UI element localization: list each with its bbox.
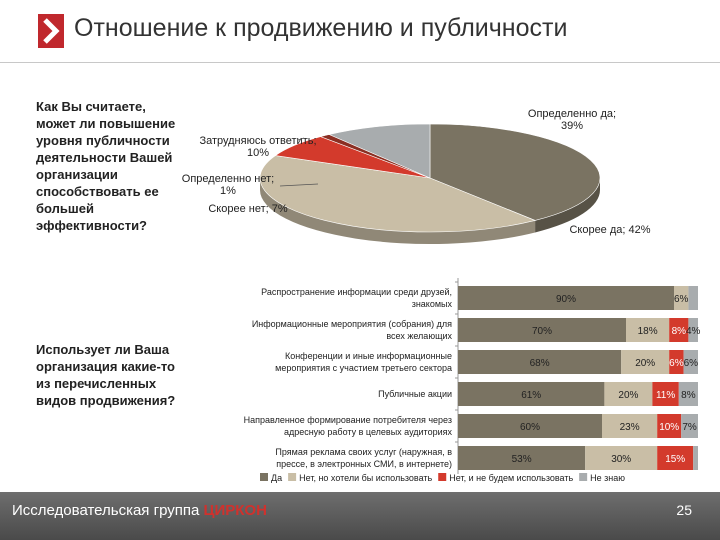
pie-slice-side — [260, 178, 536, 245]
stacked-bar-chart: Распространение информации среди друзей,… — [244, 278, 701, 483]
pie-slice-5 — [328, 123, 431, 179]
pie-leader-line — [297, 137, 305, 141]
bar-segment — [688, 286, 698, 310]
legend-item: Нет, и не будем использовать — [449, 473, 573, 483]
bar-value-label: 30% — [611, 454, 631, 465]
page-number: 25 — [676, 502, 692, 518]
bar-value-label: 20% — [618, 390, 638, 401]
bar-value-label: 90% — [556, 294, 576, 305]
pie-label-2: Скорее да; 42% — [569, 224, 650, 236]
bar-value-label: 70% — [532, 326, 552, 337]
chevron-right-icon — [38, 14, 64, 48]
bar-segment — [602, 414, 658, 438]
category-label: Информационные мероприятия (собрания) дл… — [252, 319, 453, 341]
category-label: Направленное формирование потребителя че… — [244, 415, 453, 437]
bar-value-label: 10% — [659, 422, 679, 433]
bar-segment — [683, 350, 698, 374]
question-2: Использует ли Ваша организация какие-то … — [36, 342, 176, 408]
bar-segment — [585, 446, 658, 470]
pie-label-3: Скорее нет; 7% — [208, 203, 288, 215]
bar-value-label: 11% — [656, 390, 675, 401]
bar-segment — [669, 318, 689, 342]
bar-value-label: 61% — [521, 390, 541, 401]
bar-segment — [657, 414, 682, 438]
bar-segment — [458, 414, 602, 438]
legend-swatch — [260, 473, 268, 481]
bar-value-label: 6% — [674, 294, 689, 305]
legend-item: Нет, но хотели бы использовать — [299, 473, 432, 483]
bar-segment — [681, 414, 698, 438]
bar-segment — [458, 382, 605, 406]
pie-slice-1 — [429, 123, 601, 221]
bar-segment — [626, 318, 670, 342]
pie-slice-side — [535, 178, 600, 233]
bar-value-label: 7% — [682, 422, 697, 433]
bar-segment — [688, 318, 698, 342]
bar-segment — [458, 286, 674, 310]
legend-item: Да — [271, 473, 282, 483]
category-label: Конференции и иные информационные меропри… — [275, 351, 452, 373]
brand-name: Исследовательская группа ЦИРКОН — [12, 502, 267, 519]
legend-swatch — [438, 473, 447, 481]
bar-segment — [458, 350, 622, 374]
bar-segment — [458, 318, 626, 342]
footer: Исследовательская группа ЦИРКОН 25 — [0, 492, 720, 540]
bar-value-label: 6% — [684, 358, 699, 369]
bar-segment — [678, 382, 698, 406]
bar-value-label: 18% — [638, 326, 658, 337]
pie-slice-2 — [259, 155, 537, 233]
category-label: Распространение информации среди друзей,… — [261, 287, 452, 309]
title-bar: Отношение к продвижению и публичности — [0, 0, 720, 62]
bar-value-label: 4% — [686, 326, 701, 337]
legend-swatch — [288, 473, 297, 481]
pie-label-1: Определенно да; 39% — [528, 108, 616, 132]
bar-value-label: 68% — [530, 358, 550, 369]
bar-value-label: 60% — [520, 422, 540, 433]
bar-segment — [657, 446, 694, 470]
bar-value-label: 20% — [635, 358, 655, 369]
bar-segment — [604, 382, 653, 406]
bar-segment — [458, 446, 586, 470]
bar-value-label: 6% — [669, 358, 684, 369]
bar-value-label: 8% — [672, 326, 687, 337]
bar-value-label: 8% — [681, 390, 696, 401]
category-label: Публичные акции — [378, 389, 452, 399]
bar-segment — [621, 350, 670, 374]
bar-segment — [669, 350, 684, 374]
bar-value-label: 15% — [665, 454, 685, 465]
pie-label-5: Затрудняюсь ответить; 10% — [199, 135, 316, 159]
question-1: Как Вы считаете, может ли повышение уров… — [36, 99, 176, 233]
pie-label-4: Определенно нет; 1% — [182, 173, 274, 197]
bar-segment — [652, 382, 679, 406]
bar-value-label: 53% — [512, 454, 532, 465]
pie-leader-line — [279, 183, 319, 187]
brand-logo-text: ЦИРКОН — [203, 502, 267, 519]
legend-swatch — [579, 473, 588, 481]
title-divider — [0, 62, 720, 63]
pie-chart: Определенно да; 39% Скорее да; 42% Скорее н… — [182, 108, 651, 245]
legend-item: Не знаю — [590, 473, 625, 483]
bar-value-label: 23% — [620, 422, 640, 433]
bar-segment — [693, 446, 698, 470]
bar-segment — [674, 286, 689, 310]
brand-prefix: Исследовательская группа — [12, 502, 204, 519]
page-title: Отношение к продвижению и публичности — [74, 14, 568, 42]
